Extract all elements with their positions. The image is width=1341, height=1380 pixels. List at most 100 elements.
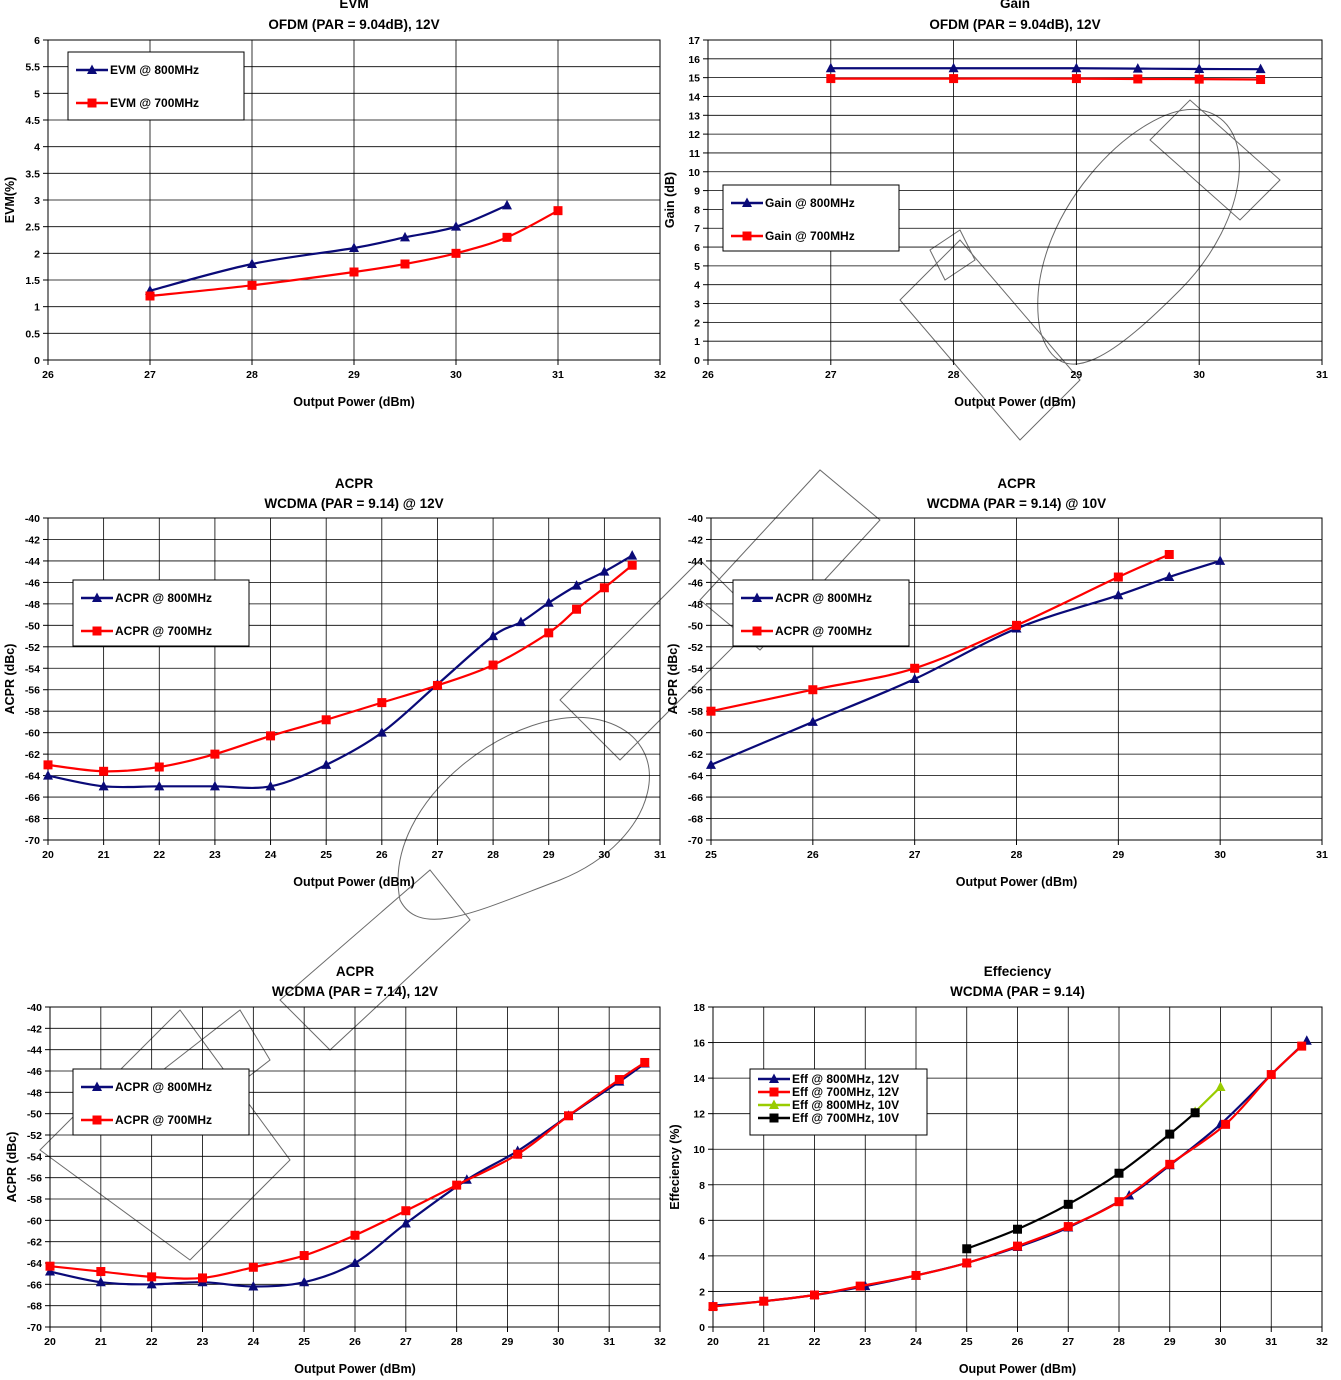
- series-line: [966, 1111, 1196, 1250]
- data-point: [350, 1257, 360, 1267]
- legend-item: ACPR @ 800MHz: [81, 591, 212, 605]
- x-tick-label: 20: [44, 1336, 56, 1348]
- y-tick-label: -48: [27, 1087, 42, 1099]
- legend-marker: [769, 1087, 779, 1097]
- legend-box: [67, 51, 245, 121]
- y-tick-label: 16: [688, 54, 700, 66]
- x-tick-label: 26: [42, 369, 54, 381]
- data-point: [265, 780, 276, 791]
- data-point: [502, 232, 512, 242]
- series-2: [43, 560, 637, 776]
- data-point: [154, 762, 164, 772]
- x-axis-label: Output Power (dBm): [294, 1362, 416, 1376]
- y-tick-label: 10: [693, 1144, 705, 1156]
- chart-subtitle: WCDMA (PAR = 7.14), 12V: [272, 984, 438, 999]
- y-tick-label: -58: [25, 706, 40, 718]
- y-tick-label: -62: [27, 1237, 42, 1249]
- y-tick-label: -70: [688, 835, 703, 847]
- legend-marker: [92, 1081, 102, 1091]
- y-tick-label: 1: [694, 336, 700, 348]
- series-2: [708, 1041, 1307, 1312]
- x-tick-label: 31: [552, 369, 564, 381]
- x-tick-label: 25: [961, 1336, 973, 1348]
- x-tick-label: 27: [825, 369, 837, 381]
- y-tick-label: 6: [694, 242, 700, 254]
- x-tick-label: 30: [599, 849, 611, 861]
- y-tick-label: -46: [27, 1066, 42, 1078]
- data-point: [1164, 549, 1174, 559]
- x-tick-label: 31: [1316, 369, 1328, 381]
- y-tick-label: -50: [688, 620, 703, 632]
- data-point: [488, 660, 498, 670]
- data-point: [96, 1267, 106, 1277]
- x-tick-label: 20: [42, 849, 54, 861]
- legend-marker: [92, 592, 102, 602]
- data-point: [599, 583, 609, 593]
- chart-subtitle: OFDM (PAR = 9.04dB), 12V: [929, 17, 1100, 32]
- y-tick-label: -46: [25, 577, 40, 589]
- legend: ACPR @ 800MHz ACPR @ 700MHz: [72, 579, 250, 647]
- data-point: [627, 550, 638, 560]
- x-tick-label: 29: [1164, 1336, 1176, 1348]
- data-point: [1114, 1197, 1124, 1207]
- data-point: [1063, 1222, 1073, 1232]
- data-point: [949, 74, 959, 84]
- y-tick-label: -68: [688, 814, 703, 826]
- y-tick-label: -52: [25, 642, 40, 654]
- chart-title: Effeciency: [984, 964, 1052, 979]
- data-point: [145, 291, 155, 301]
- legend-label: ACPR @ 700MHz: [115, 624, 212, 638]
- y-tick-label: -56: [25, 685, 40, 697]
- x-tick-label: 22: [146, 1336, 158, 1348]
- data-point: [808, 685, 818, 695]
- legend: Gain @ 800MHz Gain @ 700MHz: [722, 184, 900, 252]
- data-point: [553, 206, 563, 216]
- y-tick-label: -42: [688, 534, 703, 546]
- legend-marker: [92, 1115, 102, 1125]
- legend-marker: [769, 1113, 779, 1123]
- y-axis-label: Effeciency (%): [668, 1124, 682, 1209]
- y-tick-label: -44: [688, 556, 703, 568]
- y-tick-label: -60: [688, 728, 703, 740]
- chart-subtitle: WCDMA (PAR = 9.14): [950, 984, 1085, 999]
- y-tick-label: 0: [694, 355, 700, 367]
- y-tick-label: -50: [27, 1109, 42, 1121]
- x-tick-label: 28: [1011, 849, 1023, 861]
- legend-label: ACPR @ 800MHz: [775, 591, 872, 605]
- grid-lines: [47, 517, 661, 841]
- data-point: [1071, 62, 1082, 73]
- legend-marker: [769, 1073, 779, 1083]
- plot-frame: [707, 39, 1323, 361]
- data-point: [1132, 63, 1143, 73]
- y-tick-label: 5: [34, 88, 40, 100]
- legend-marker: [87, 98, 97, 108]
- x-tick-label: 24: [910, 1336, 922, 1348]
- y-tick-label: 10: [688, 167, 700, 179]
- legend-label: EVM @ 800MHz: [110, 63, 199, 77]
- legend-marker: [92, 626, 102, 636]
- x-tick-label: 29: [1071, 369, 1083, 381]
- data-point: [400, 259, 410, 269]
- x-tick-label: 25: [320, 849, 332, 861]
- y-tick-label: -40: [25, 513, 40, 525]
- y-tick-label: -40: [27, 1002, 42, 1014]
- y-tick-label: -68: [27, 1301, 42, 1313]
- y-tick-label: -52: [688, 642, 703, 654]
- x-axis-label: Output Power (dBm): [954, 395, 1076, 409]
- data-point: [349, 267, 359, 277]
- series-2: [45, 1057, 650, 1283]
- legend-item: ACPR @ 800MHz: [741, 591, 872, 605]
- data-point: [599, 566, 610, 576]
- y-tick-label: -62: [688, 749, 703, 761]
- data-point: [1256, 75, 1266, 85]
- data-point: [400, 231, 410, 242]
- data-point: [1133, 74, 1143, 84]
- x-axis-label: Output Power (dBm): [293, 395, 415, 409]
- x-tick-label: 31: [1316, 849, 1328, 861]
- data-point: [948, 62, 959, 73]
- data-point: [909, 673, 920, 683]
- y-tick-label: 1.5: [25, 275, 40, 287]
- y-tick-label: 4.5: [25, 115, 40, 127]
